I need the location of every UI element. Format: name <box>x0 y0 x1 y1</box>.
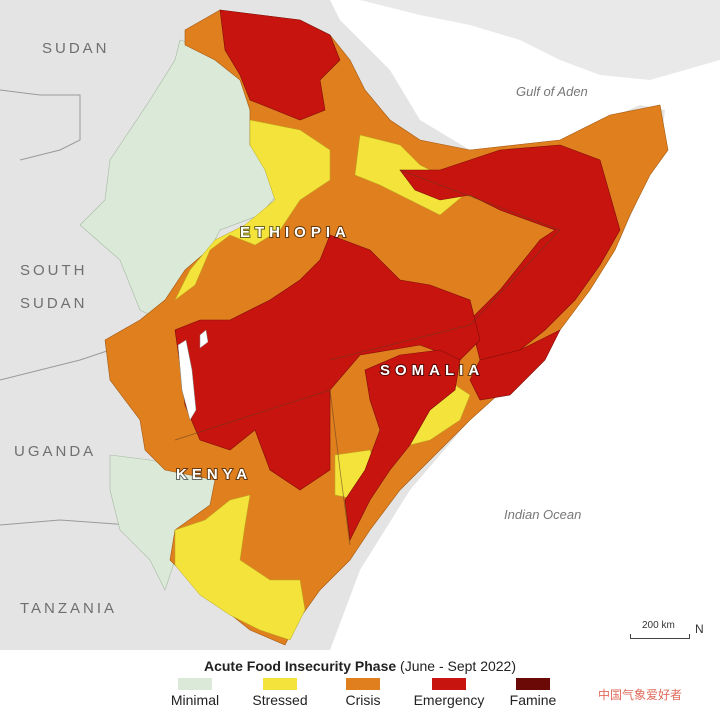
label-south-sudan-1: SOUTH <box>20 262 88 279</box>
label-ethiopia: ETHIOPIA <box>240 224 351 241</box>
label-gulf-of-aden: Gulf of Aden <box>516 84 588 99</box>
region-emergency-tigray <box>219 9 341 121</box>
legend-swatch-crisis <box>346 678 380 690</box>
legend-label-minimal: Minimal <box>170 692 220 708</box>
legend-label-stressed: Stressed <box>252 692 308 708</box>
region-stressed-central-ethiopia <box>174 119 331 301</box>
legend-label-emergency: Emergency <box>413 692 485 708</box>
legend-swatch-famine <box>516 678 550 690</box>
kenya-border <box>174 389 351 546</box>
label-uganda: UGANDA <box>14 443 96 460</box>
legend-label-famine: Famine <box>509 692 557 708</box>
legend-title-bold: Acute Food Insecurity Phase <box>203 658 397 674</box>
lake-turkana <box>177 339 197 421</box>
legend-label-crisis: Crisis <box>345 692 381 708</box>
map-view: SUDAN SOUTH SUDAN UGANDA TANZANIA ETHIOP… <box>0 0 720 650</box>
label-sudan: SUDAN <box>42 40 110 57</box>
south-sudan-border <box>0 349 111 381</box>
label-south-sudan-2: SUDAN <box>20 295 88 312</box>
food-insecurity-map: SUDAN SOUTH SUDAN UGANDA TANZANIA ETHIOP… <box>0 0 720 650</box>
sudan-border <box>0 89 81 161</box>
watermark: 中国气象爱好者 <box>598 688 683 702</box>
legend-swatch-stressed <box>263 678 297 690</box>
north-arrow-icon: N <box>695 622 704 636</box>
legend-title: Acute Food Insecurity Phase (June - Sept… <box>0 658 720 674</box>
ethiopia-somalia-border <box>329 169 561 361</box>
region-emergency-shabelle <box>469 329 561 401</box>
legend-swatch-minimal <box>178 678 212 690</box>
water-body <box>330 0 720 650</box>
region-emergency-bay-bakool <box>344 349 461 542</box>
label-tanzania: TANZANIA <box>20 600 117 617</box>
scale-bar: 200 km <box>630 620 690 640</box>
scale-label: 200 km <box>642 620 675 631</box>
scale-bar-line <box>630 634 690 639</box>
label-somalia: SOMALIA <box>380 362 484 379</box>
lake-chew-bahir <box>199 329 209 349</box>
legend: Acute Food Insecurity Phase (June - Sept… <box>0 650 720 715</box>
legend-swatch-emergency <box>432 678 466 690</box>
label-indian-ocean: Indian Ocean <box>504 507 581 522</box>
region-emergency-south-ethiopia-north-kenya <box>174 234 481 491</box>
label-kenya: KENYA <box>176 466 252 483</box>
region-stressed-southeast-kenya <box>174 494 306 641</box>
arabian-peninsula <box>360 0 720 80</box>
legend-title-period: (June - Sept 2022) <box>396 658 517 674</box>
